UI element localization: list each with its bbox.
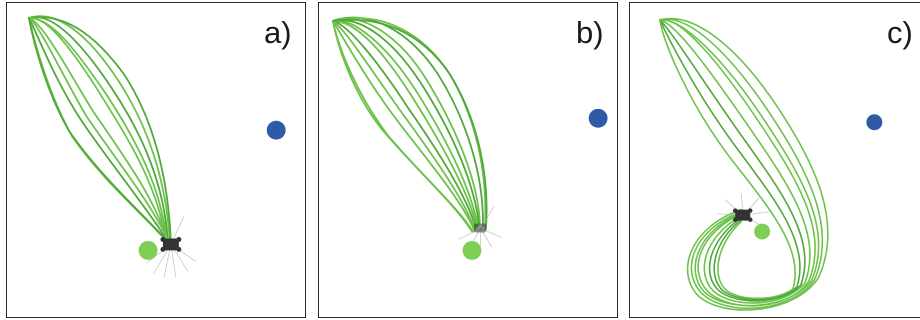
panel-label-c: c) bbox=[887, 15, 913, 50]
robot-icon bbox=[733, 208, 753, 222]
trajectory-bundle-a bbox=[27, 15, 172, 243]
panel-c: c) bbox=[629, 2, 920, 318]
trajectory-plot-a bbox=[27, 15, 286, 278]
trajectory-plot-b bbox=[332, 16, 608, 260]
panel-a: a) bbox=[6, 2, 306, 318]
panel-label-a: a) bbox=[264, 15, 292, 50]
trajectory-plot-c bbox=[659, 17, 883, 311]
robot-icon bbox=[160, 236, 182, 252]
robot-icon bbox=[473, 223, 486, 233]
obstacle-ball-icon bbox=[588, 108, 608, 128]
panel-label-b: b) bbox=[576, 15, 604, 50]
goal-ball-icon bbox=[754, 223, 771, 240]
obstacle-ball-icon bbox=[266, 120, 286, 140]
goal-ball-icon bbox=[462, 240, 482, 260]
goal-ball-icon bbox=[138, 240, 158, 260]
trajectory-bundle-c bbox=[659, 17, 829, 311]
obstacle-ball-icon bbox=[866, 114, 883, 131]
panel-b: b) bbox=[318, 2, 618, 318]
trajectory-bundle-b bbox=[332, 16, 488, 233]
